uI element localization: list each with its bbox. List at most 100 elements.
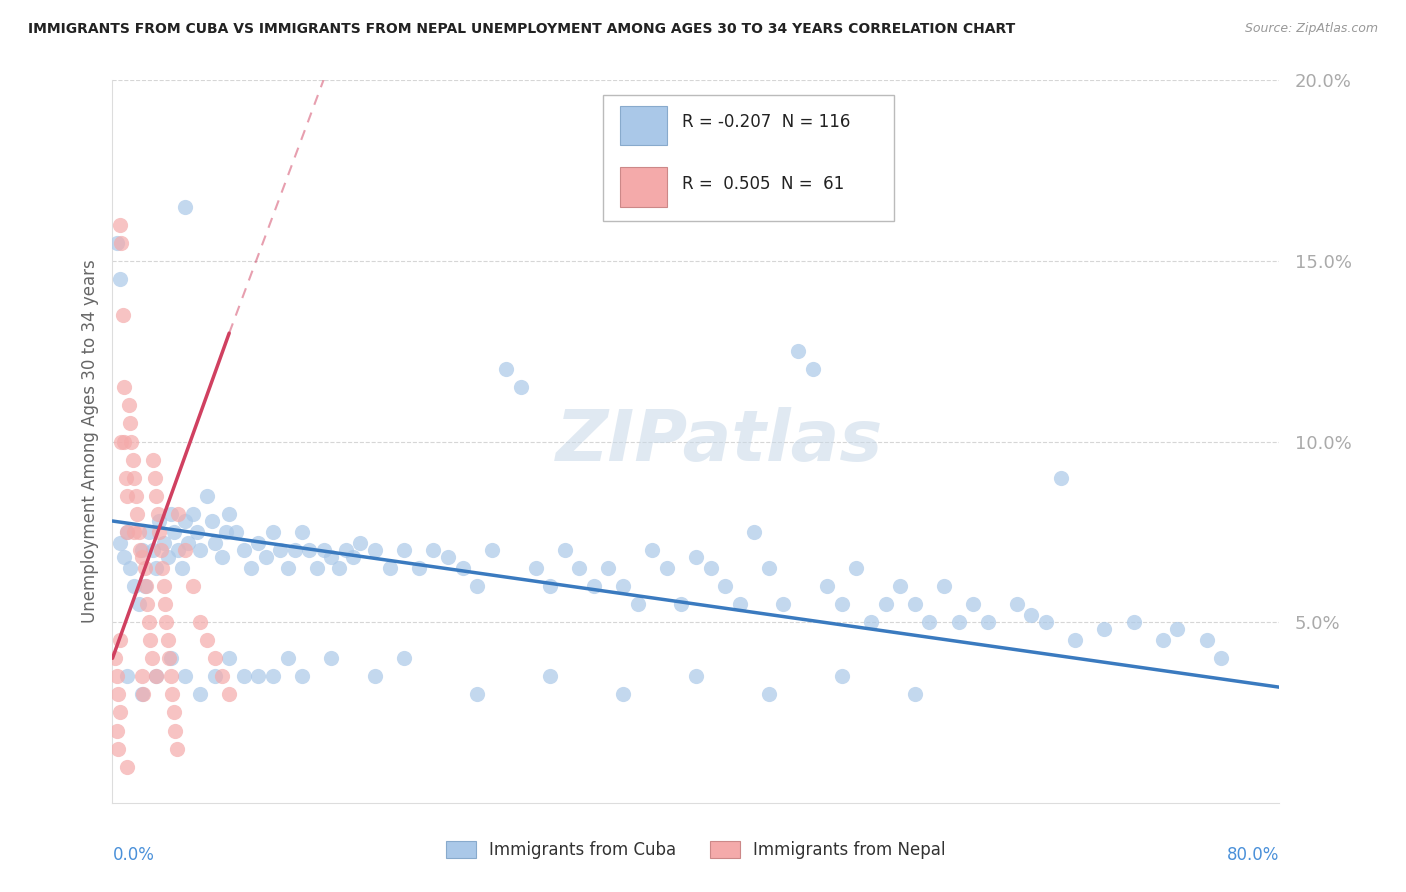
Point bbox=[108, 272, 131, 286]
Point bbox=[131, 669, 153, 683]
Point bbox=[145, 489, 167, 503]
Point bbox=[568, 561, 591, 575]
Point bbox=[132, 687, 155, 701]
Point bbox=[321, 651, 343, 665]
Point bbox=[554, 542, 576, 557]
Point bbox=[699, 561, 721, 575]
Point bbox=[120, 434, 142, 449]
Point bbox=[127, 507, 149, 521]
Point bbox=[145, 669, 167, 683]
Point bbox=[932, 579, 955, 593]
Point bbox=[160, 669, 183, 683]
FancyBboxPatch shape bbox=[603, 95, 894, 221]
Point bbox=[108, 633, 131, 648]
Point bbox=[509, 380, 531, 394]
Point bbox=[146, 507, 169, 521]
Point bbox=[148, 524, 170, 539]
Text: ZIPatlas: ZIPatlas bbox=[555, 407, 883, 476]
Point bbox=[538, 669, 561, 683]
Point bbox=[188, 687, 211, 701]
Point bbox=[117, 398, 139, 412]
Text: Source: ZipAtlas.com: Source: ZipAtlas.com bbox=[1244, 22, 1378, 36]
Point bbox=[312, 542, 335, 557]
Point bbox=[598, 561, 620, 575]
Point bbox=[1064, 633, 1087, 648]
Point bbox=[152, 535, 174, 549]
Point bbox=[145, 669, 167, 683]
Point bbox=[291, 669, 314, 683]
Point bbox=[124, 579, 146, 593]
Point bbox=[156, 550, 179, 565]
Point bbox=[291, 524, 314, 539]
Point bbox=[758, 687, 780, 701]
Point bbox=[904, 597, 927, 611]
Point bbox=[671, 597, 693, 611]
Point bbox=[1152, 633, 1174, 648]
Point bbox=[801, 362, 824, 376]
Point bbox=[156, 633, 179, 648]
Text: IMMIGRANTS FROM CUBA VS IMMIGRANTS FROM NEPAL UNEMPLOYMENT AMONG AGES 30 TO 34 Y: IMMIGRANTS FROM CUBA VS IMMIGRANTS FROM … bbox=[28, 22, 1015, 37]
Point bbox=[815, 579, 838, 593]
Point bbox=[918, 615, 941, 630]
Point bbox=[328, 561, 350, 575]
Point bbox=[108, 218, 131, 232]
Text: R =  0.505  N =  61: R = 0.505 N = 61 bbox=[682, 175, 844, 193]
Point bbox=[364, 669, 387, 683]
Point bbox=[162, 687, 184, 701]
Point bbox=[641, 542, 664, 557]
Point bbox=[142, 542, 165, 557]
FancyBboxPatch shape bbox=[620, 105, 666, 145]
Point bbox=[465, 579, 488, 593]
Point bbox=[728, 597, 751, 611]
Point bbox=[321, 550, 343, 565]
Point bbox=[685, 669, 707, 683]
Point bbox=[240, 561, 263, 575]
Point bbox=[167, 542, 190, 557]
Point bbox=[1094, 623, 1116, 637]
Point bbox=[394, 542, 416, 557]
Point bbox=[211, 550, 233, 565]
Point bbox=[225, 524, 247, 539]
Point bbox=[714, 579, 737, 593]
Point bbox=[1035, 615, 1057, 630]
Point bbox=[744, 524, 766, 539]
Point bbox=[232, 669, 254, 683]
Point bbox=[138, 524, 160, 539]
Point bbox=[284, 542, 307, 557]
Point bbox=[481, 542, 503, 557]
Point bbox=[163, 524, 186, 539]
Point bbox=[378, 561, 401, 575]
Point bbox=[111, 308, 134, 322]
Point bbox=[110, 235, 132, 250]
Point bbox=[134, 561, 156, 575]
Point bbox=[135, 579, 157, 593]
Point bbox=[174, 514, 197, 528]
Point bbox=[758, 561, 780, 575]
Point bbox=[172, 561, 194, 575]
Point bbox=[174, 542, 197, 557]
Point bbox=[1005, 597, 1028, 611]
Point bbox=[538, 579, 561, 593]
Point bbox=[128, 524, 150, 539]
Point bbox=[115, 760, 138, 774]
Text: 0.0%: 0.0% bbox=[112, 847, 155, 864]
Point bbox=[247, 669, 270, 683]
Point bbox=[148, 514, 170, 528]
Point bbox=[305, 561, 328, 575]
Point bbox=[232, 542, 254, 557]
Point bbox=[831, 597, 853, 611]
Point bbox=[247, 535, 270, 549]
Point bbox=[298, 542, 321, 557]
Point bbox=[131, 542, 153, 557]
Point bbox=[108, 706, 131, 720]
Point bbox=[277, 561, 299, 575]
Point bbox=[186, 524, 208, 539]
Point bbox=[195, 633, 218, 648]
Point bbox=[524, 561, 547, 575]
Point bbox=[153, 597, 176, 611]
Point bbox=[422, 542, 444, 557]
Point bbox=[218, 651, 240, 665]
Point bbox=[772, 597, 794, 611]
Point bbox=[124, 524, 146, 539]
Point bbox=[254, 550, 277, 565]
